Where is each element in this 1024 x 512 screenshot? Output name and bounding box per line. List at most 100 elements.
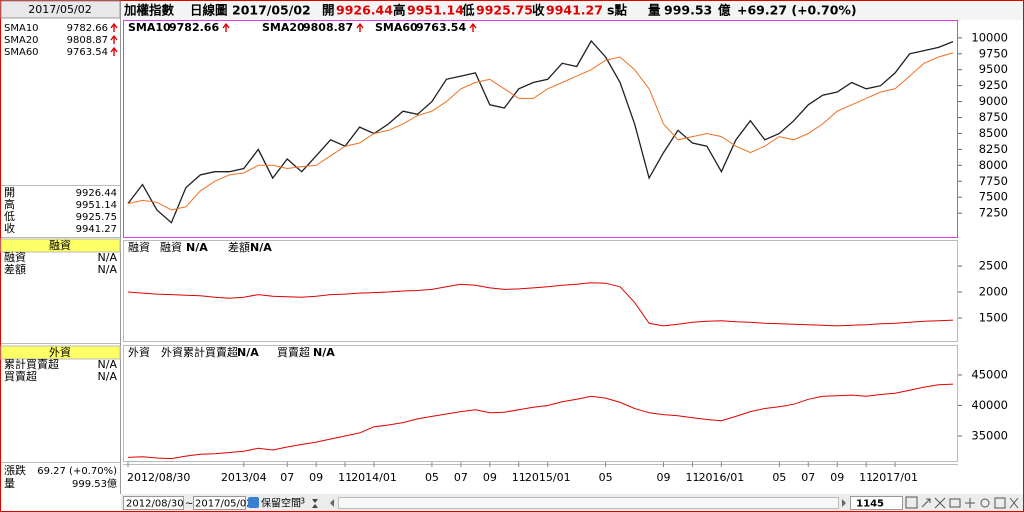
- field-value: 9925.75: [476, 3, 533, 18]
- icon[interactable]: [905, 496, 918, 509]
- scroll-left[interactable]: [330, 499, 334, 507]
- x-tick-label: 2015/01: [525, 471, 571, 484]
- legend-name: SMA60: [375, 21, 418, 34]
- x-tick-label: 05: [599, 471, 613, 484]
- y-tick-label: 7500: [979, 190, 1008, 204]
- count-box: [850, 496, 903, 510]
- icon[interactable]: [949, 498, 961, 508]
- y-tick-label: 2000: [979, 285, 1008, 299]
- field-label: 收: [532, 3, 545, 18]
- x-tick-label: 11: [512, 471, 526, 484]
- x-tick-label: 07: [280, 471, 294, 484]
- legend-value: N/A: [313, 346, 335, 359]
- section-row-label: 融資: [4, 251, 26, 264]
- section-row-value: N/A: [98, 263, 118, 276]
- date-input[interactable]: [193, 496, 246, 510]
- field-value: 9941.27: [546, 3, 603, 18]
- icon[interactable]: [934, 497, 946, 509]
- y-tick-label: 9750: [979, 46, 1008, 60]
- series-line: [127, 39, 954, 224]
- y-tick-label: 7750: [979, 174, 1008, 188]
- footer-value: 999.53億: [72, 477, 117, 490]
- y-tick-label: 8250: [979, 142, 1008, 156]
- up-arrow: [222, 22, 230, 32]
- up-arrow: [110, 46, 118, 56]
- legend-name: SMA10: [128, 21, 171, 34]
- up-arrow: [110, 22, 118, 32]
- quote-label: 開: [4, 186, 15, 199]
- icon[interactable]: [994, 497, 1006, 509]
- header-title: 加權指數: [123, 3, 175, 18]
- x-tick-label: 09: [309, 471, 323, 484]
- indicator-name: SMA60: [4, 47, 39, 58]
- legend-value: 9782.66: [169, 21, 219, 34]
- footer-label: 漲跌: [4, 463, 26, 477]
- x-tick-label: 2014/01: [351, 471, 397, 484]
- legend-value: N/A: [186, 241, 208, 254]
- x-tick-label: 05: [425, 471, 439, 484]
- scroll-right[interactable]: [842, 499, 846, 507]
- legend-value: 9808.87: [303, 21, 353, 34]
- reserve-label: 保留空間: [261, 497, 301, 510]
- icon[interactable]: [921, 498, 931, 508]
- legend-name: SMA20: [262, 21, 305, 34]
- x-tick-label: 05: [772, 471, 786, 484]
- x-tick-label: 07: [801, 471, 815, 484]
- volume-label: 量: [648, 3, 661, 18]
- y-tick-label: 1500: [979, 311, 1008, 325]
- y-tick-label: 9500: [979, 62, 1008, 76]
- section-row-label: 差額: [4, 262, 26, 276]
- y-tick-label: 40000: [971, 398, 1008, 412]
- quote-value: 9951.14: [76, 200, 117, 211]
- quote-value: 9925.75: [76, 212, 117, 223]
- x-tick-label: 2012/08/30: [127, 471, 190, 484]
- series-line: [127, 282, 954, 327]
- icon[interactable]: [965, 498, 975, 508]
- series-line: [127, 383, 954, 460]
- up-arrow: [110, 34, 118, 44]
- legend-name: 外資累計買賣超: [161, 345, 238, 359]
- header-bar: [121, 1, 1023, 20]
- unit: s點: [607, 3, 627, 18]
- y-tick-label: 8500: [979, 126, 1008, 140]
- footer-value: 69.27 (+0.70%): [37, 466, 117, 477]
- section-row-label: 累計買賣超: [4, 357, 59, 371]
- icon[interactable]: [980, 498, 990, 508]
- up-arrow: [469, 22, 477, 32]
- spin-down[interactable]: [312, 504, 318, 508]
- volume-unit: 億: [718, 3, 731, 18]
- footer-label: 量: [4, 477, 15, 490]
- calendar-icon[interactable]: [248, 497, 259, 508]
- quote-value: 9941.27: [76, 224, 117, 235]
- field-label: 開: [322, 3, 335, 18]
- header-date: 2017/05/02: [232, 3, 311, 18]
- y-tick-label: 45000: [971, 367, 1008, 381]
- indicator-value: 9763.54: [67, 47, 108, 58]
- x-tick-label: 11: [859, 471, 873, 484]
- x-tick-label: 07: [454, 471, 468, 484]
- section-row-value: N/A: [98, 251, 118, 264]
- y-tick-label: 7250: [979, 206, 1008, 220]
- indicator-name: SMA10: [4, 23, 39, 34]
- date-input[interactable]: [123, 496, 184, 510]
- legend-name: 融資: [160, 241, 182, 254]
- date-from: 2012/08/30: [126, 499, 184, 510]
- quote-label: 收: [4, 221, 15, 235]
- icon[interactable]: [1009, 497, 1019, 509]
- reserve-value: 3: [300, 497, 305, 506]
- y-tick-label: 2500: [979, 259, 1008, 273]
- section-title: 外資: [49, 346, 71, 359]
- scrollbar[interactable]: [338, 497, 839, 509]
- quote-label: 低: [4, 210, 15, 223]
- quote-label: 高: [4, 197, 15, 211]
- date-to: 2017/05/02: [195, 499, 253, 510]
- field-label: 低: [461, 3, 475, 18]
- field-value: 9926.44: [336, 3, 393, 18]
- spin-up[interactable]: [312, 499, 318, 503]
- legend-name: 買賣超: [277, 345, 310, 359]
- x-tick-label: 11: [338, 471, 352, 484]
- section-row-value: N/A: [98, 370, 118, 383]
- indicator-name: SMA20: [4, 35, 39, 46]
